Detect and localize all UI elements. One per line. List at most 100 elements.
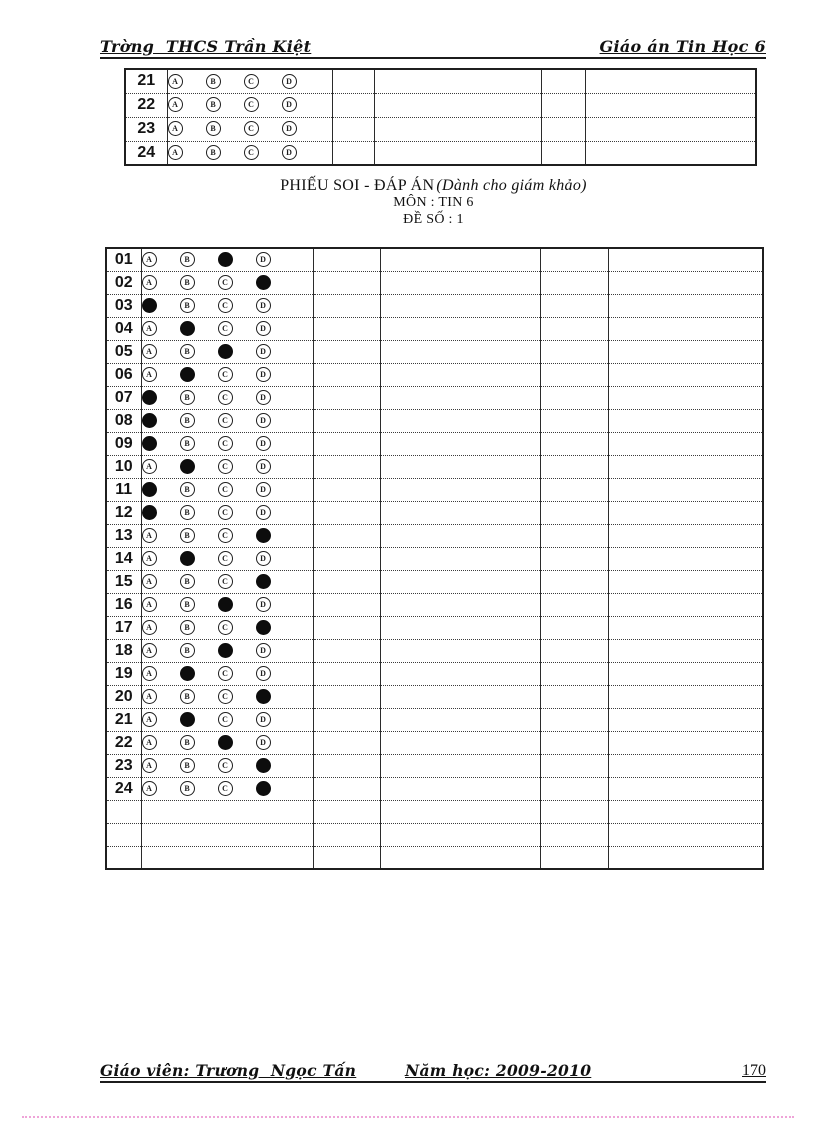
blank-cell — [540, 501, 609, 524]
option-d-bubble: D — [281, 145, 297, 161]
blank-cell — [380, 777, 541, 800]
answer-row: 21 A C D — [106, 708, 763, 731]
blank-cell — [608, 386, 763, 409]
answer-row: 05 A B D — [106, 340, 763, 363]
answer-row: 19 A C D — [106, 662, 763, 685]
blank-cell — [380, 685, 541, 708]
blank-cell — [585, 117, 756, 141]
blank-cell — [380, 248, 541, 271]
option-d-bubble: D — [255, 734, 271, 750]
option-d-bubble-filled — [255, 527, 271, 543]
option-a-bubble: A — [141, 734, 157, 750]
option-a-bubble-filled — [141, 481, 157, 497]
option-d-bubble: D — [255, 343, 271, 359]
question-number: 15 — [106, 570, 142, 593]
blank-cell — [608, 685, 763, 708]
option-d-bubble: D — [255, 642, 271, 658]
question-number: 05 — [106, 340, 142, 363]
answer-row: 10 A C D — [106, 455, 763, 478]
blank-cell — [380, 294, 541, 317]
blank-cell — [540, 823, 609, 846]
blank-cell — [313, 524, 381, 547]
answer-options-cell: A B C — [141, 685, 314, 708]
blank-cell — [608, 639, 763, 662]
blank-cell — [106, 800, 142, 823]
option-b-bubble: B — [179, 757, 195, 773]
option-b-bubble: B — [179, 389, 195, 405]
blank-cell — [380, 478, 541, 501]
answer-row: 20 A B C — [106, 685, 763, 708]
answer-row: 09 B C D — [106, 432, 763, 455]
option-a-bubble: A — [141, 711, 157, 727]
option-c-bubble: C — [217, 389, 233, 405]
option-c-bubble-filled — [217, 596, 233, 612]
blank-cell — [540, 409, 609, 432]
answer-options-cell: A B C D — [167, 117, 333, 141]
blank-cell — [380, 570, 541, 593]
option-d-bubble: D — [255, 711, 271, 727]
empty-row — [106, 846, 763, 869]
option-c-bubble: C — [217, 366, 233, 382]
blank-cell — [540, 340, 609, 363]
answer-row: 12 B C D — [106, 501, 763, 524]
option-b-bubble: B — [179, 481, 195, 497]
option-b-bubble-filled — [179, 711, 195, 727]
blank-cell — [540, 731, 609, 754]
blank-cell — [313, 501, 381, 524]
option-b-bubble: B — [179, 780, 195, 796]
question-number: 11 — [106, 478, 142, 501]
blank-cell — [540, 662, 609, 685]
answer-row: 23 A B C D — [125, 117, 756, 141]
question-number: 10 — [106, 455, 142, 478]
option-d-bubble: D — [255, 481, 271, 497]
blank-cell — [585, 93, 756, 117]
blank-cell — [608, 777, 763, 800]
answer-row: 03 B C D — [106, 294, 763, 317]
question-number: 12 — [106, 501, 142, 524]
blank-cell — [380, 455, 541, 478]
option-c-bubble: C — [217, 297, 233, 313]
blank-cell — [374, 93, 542, 117]
blank-cell — [380, 317, 541, 340]
blank-cell — [332, 141, 375, 165]
blank-cell — [540, 363, 609, 386]
option-b-bubble: B — [179, 527, 195, 543]
blank-cell — [540, 317, 609, 340]
option-d-bubble: D — [255, 665, 271, 681]
option-a-bubble: A — [141, 573, 157, 589]
option-b-bubble: B — [179, 435, 195, 451]
blank-cell — [540, 708, 609, 731]
option-b-bubble: B — [179, 297, 195, 313]
option-a-bubble: A — [167, 145, 183, 161]
option-c-bubble-filled — [217, 642, 233, 658]
option-a-bubble: A — [167, 97, 183, 113]
option-a-bubble-filled — [141, 435, 157, 451]
blank-cell — [608, 432, 763, 455]
blank-cell — [380, 846, 541, 869]
blank-cell — [313, 271, 381, 294]
empty-row — [106, 800, 763, 823]
answer-row: 22 A B C D — [125, 93, 756, 117]
question-number: 13 — [106, 524, 142, 547]
blank-cell — [540, 754, 609, 777]
answer-key-table: 01 A B D 02 A B C 03 B C D 04 A C D 05 A B D 06 A C D 07 B C D 08 B C D… — [105, 247, 764, 870]
option-b-bubble-filled — [179, 366, 195, 382]
question-number: 22 — [106, 731, 142, 754]
blank-cell — [374, 141, 542, 165]
title-block: PHIẾU SOI - ĐÁP ÁN (Dành cho giám khảo) M… — [105, 177, 762, 228]
answer-row: 01 A B D — [106, 248, 763, 271]
blank-cell — [541, 93, 586, 117]
question-number: 09 — [106, 432, 142, 455]
blank-cell — [608, 455, 763, 478]
option-c-bubble: C — [217, 412, 233, 428]
blank-cell — [585, 141, 756, 165]
question-number: 08 — [106, 409, 142, 432]
blank-cell — [540, 593, 609, 616]
option-d-bubble: D — [281, 121, 297, 137]
answer-options-cell: A B C — [141, 754, 314, 777]
blank-cell — [608, 248, 763, 271]
